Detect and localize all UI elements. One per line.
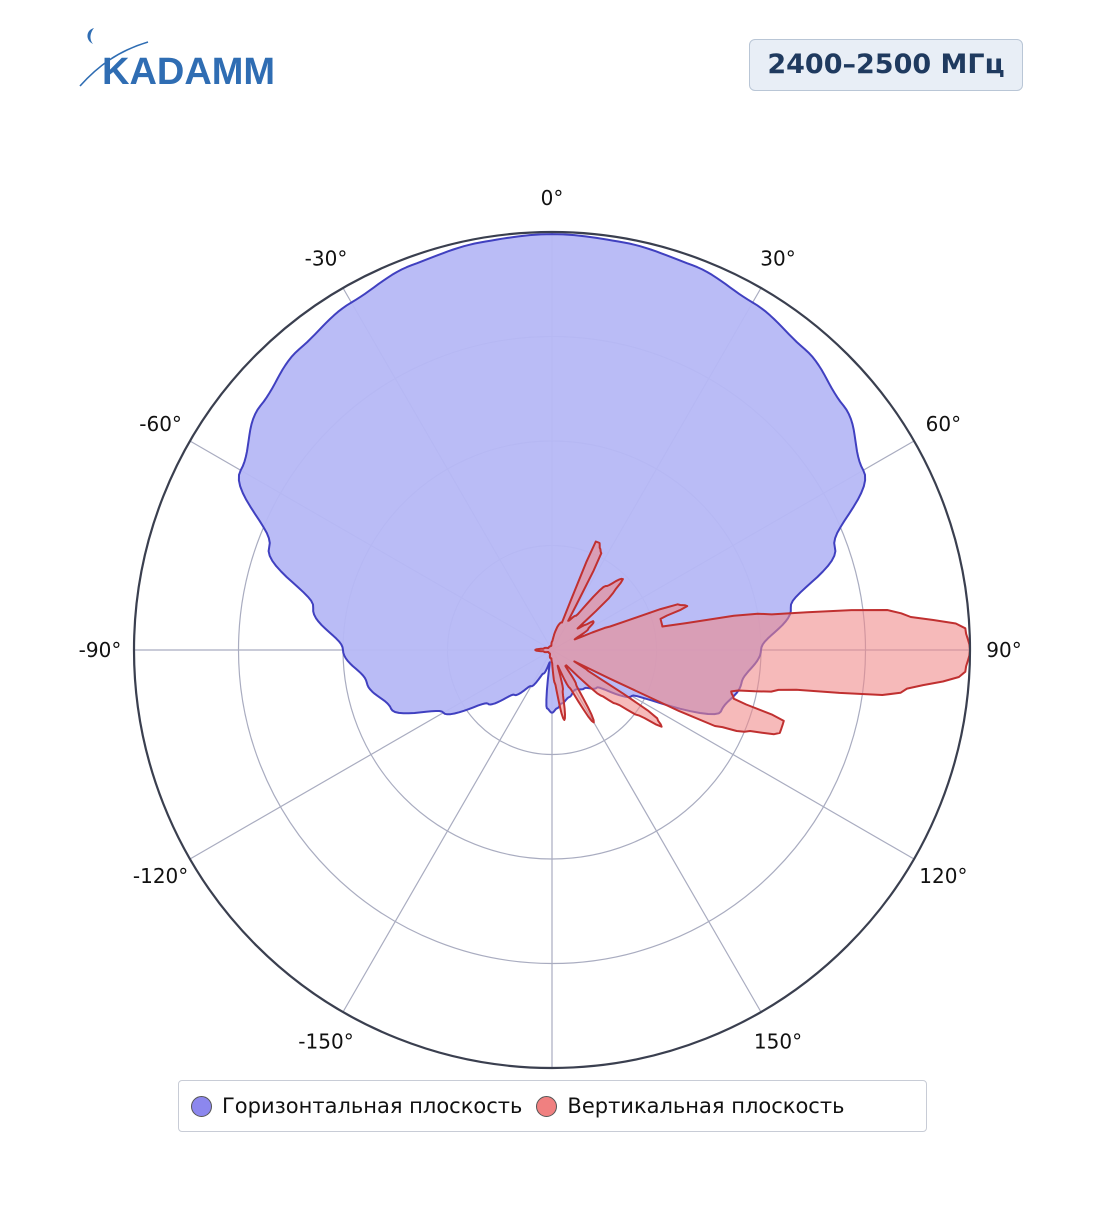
- angular-tick-label: 0°: [541, 186, 564, 210]
- legend-swatch-vertical: [536, 1095, 558, 1117]
- angular-grid-spoke: [342, 649, 553, 1013]
- angular-tick-label: -30°: [305, 247, 348, 271]
- angular-tick-labels: 0° 30° 60° 90° 120° 150° -150° -120° -90° -60° -30…: [79, 186, 1022, 1053]
- legend-item-horizontal[interactable]: Горизонтальная плоскость: [191, 1094, 522, 1118]
- series-horizontal-plane: [237, 233, 867, 716]
- frequency-band-badge: 2400–2500 МГц: [749, 39, 1023, 91]
- angular-tick-label: 60°: [926, 412, 961, 436]
- angular-tick-label: -150°: [298, 1029, 353, 1053]
- legend-label-horizontal: Горизонтальная плоскость: [222, 1094, 523, 1118]
- angular-tick-label: 90°: [986, 638, 1021, 662]
- angular-tick-label: -120°: [133, 864, 188, 888]
- series-vertical-plane: [534, 540, 971, 736]
- pattern-series: [237, 233, 971, 736]
- angular-tick-label: 30°: [760, 247, 795, 271]
- logo-wordmark: KADAMM: [102, 51, 275, 90]
- chart-legend: Горизонтальная плоскость Вертикальная пл…: [178, 1080, 927, 1132]
- legend-item-vertical[interactable]: Вертикальная плоскость: [536, 1094, 844, 1118]
- logo-swoosh: [79, 41, 149, 87]
- logo-leaf-mark: [87, 28, 94, 44]
- legend-swatch-horizontal: [191, 1095, 212, 1117]
- kadamm-logo: KADAMM: [79, 28, 275, 90]
- angular-tick-label: -90°: [79, 638, 122, 662]
- angular-tick-label: -60°: [139, 412, 182, 436]
- angular-tick-label: 120°: [919, 864, 967, 888]
- polar-outer-ring: [132, 230, 972, 1070]
- angular-tick-label: 150°: [754, 1029, 802, 1053]
- legend-label-vertical: Вертикальная плоскость: [567, 1094, 845, 1118]
